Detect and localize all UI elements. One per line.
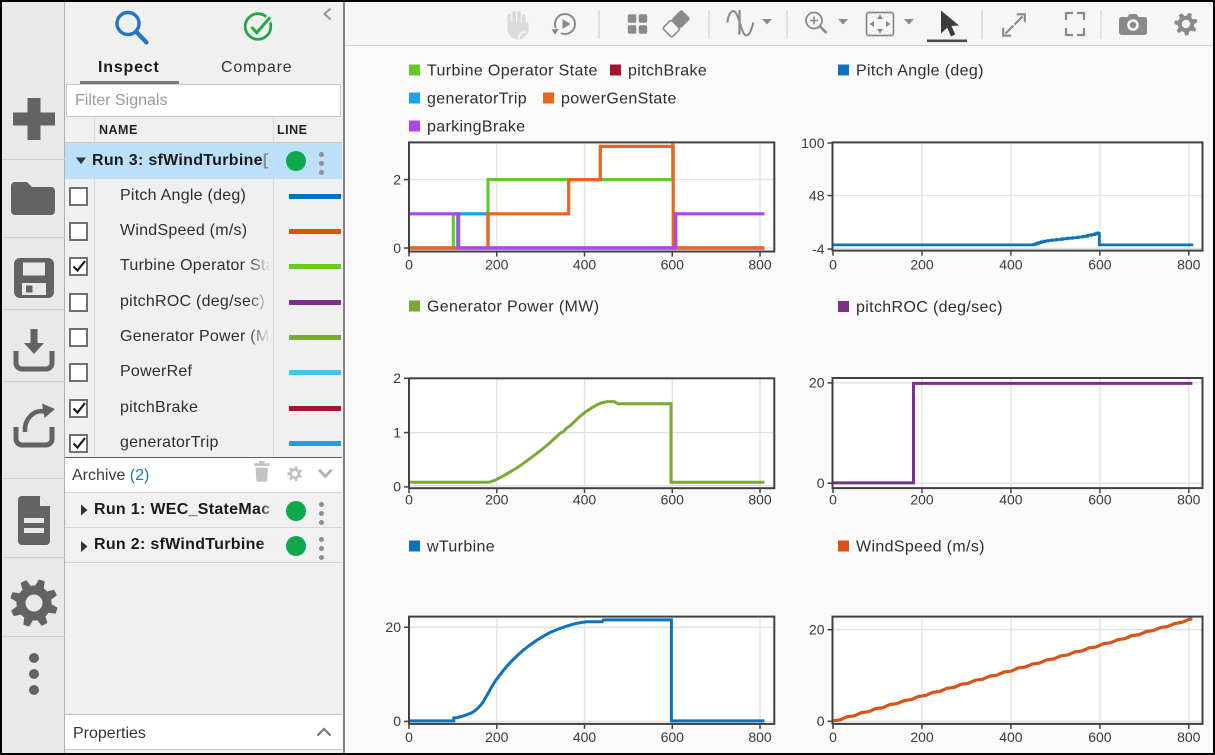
svg-text:100: 100: [801, 135, 825, 151]
svg-text:wTurbine: wTurbine: [426, 539, 495, 556]
svg-text:0: 0: [405, 729, 413, 745]
svg-text:0: 0: [817, 713, 825, 729]
svg-text:800: 800: [748, 257, 772, 273]
svg-text:0: 0: [405, 492, 413, 508]
svg-text:200: 200: [910, 492, 934, 508]
svg-text:600: 600: [661, 257, 685, 273]
svg-text:600: 600: [1088, 729, 1112, 745]
svg-text:Generator Power (MW): Generator Power (MW): [427, 299, 599, 316]
svg-text:WindSpeed (m/s): WindSpeed (m/s): [856, 539, 985, 556]
svg-text:400: 400: [999, 257, 1023, 273]
svg-text:20: 20: [385, 619, 401, 635]
svg-text:800: 800: [1177, 492, 1201, 508]
svg-text:0: 0: [393, 240, 401, 256]
svg-text:1: 1: [393, 424, 401, 440]
svg-text:0: 0: [829, 492, 837, 508]
svg-text:20: 20: [809, 375, 825, 391]
svg-text:0: 0: [393, 479, 401, 495]
svg-text:400: 400: [573, 257, 597, 273]
svg-text:800: 800: [748, 492, 772, 508]
svg-text:Turbine Operator State: Turbine Operator State: [427, 63, 598, 80]
svg-text:200: 200: [910, 729, 934, 745]
svg-text:pitchROC (deg/sec): pitchROC (deg/sec): [856, 299, 1003, 316]
svg-text:200: 200: [485, 729, 509, 745]
svg-text:600: 600: [1088, 257, 1112, 273]
svg-text:400: 400: [573, 492, 597, 508]
svg-text:800: 800: [1177, 729, 1201, 745]
svg-text:48: 48: [809, 187, 825, 203]
svg-text:600: 600: [661, 729, 685, 745]
svg-text:200: 200: [485, 492, 509, 508]
svg-text:800: 800: [748, 729, 772, 745]
svg-text:600: 600: [661, 492, 685, 508]
svg-text:-4: -4: [812, 241, 825, 257]
svg-text:pitchBrake: pitchBrake: [628, 63, 707, 80]
svg-text:800: 800: [1177, 257, 1201, 273]
svg-text:0: 0: [829, 729, 837, 745]
svg-text:2: 2: [393, 370, 401, 386]
svg-text:0: 0: [393, 713, 401, 729]
svg-text:parkingBrake: parkingBrake: [427, 119, 525, 136]
svg-text:600: 600: [1088, 492, 1112, 508]
svg-text:2: 2: [393, 171, 401, 187]
svg-text:400: 400: [999, 729, 1023, 745]
svg-text:400: 400: [573, 729, 597, 745]
svg-text:0: 0: [817, 475, 825, 491]
svg-text:0: 0: [405, 257, 413, 273]
svg-text:200: 200: [910, 257, 934, 273]
svg-text:0: 0: [829, 257, 837, 273]
svg-text:200: 200: [485, 257, 509, 273]
svg-text:400: 400: [999, 492, 1023, 508]
svg-text:generatorTrip: generatorTrip: [427, 91, 527, 108]
svg-text:20: 20: [809, 622, 825, 638]
svg-text:powerGenState: powerGenState: [561, 91, 677, 108]
svg-text:Pitch Angle (deg): Pitch Angle (deg): [856, 63, 984, 80]
